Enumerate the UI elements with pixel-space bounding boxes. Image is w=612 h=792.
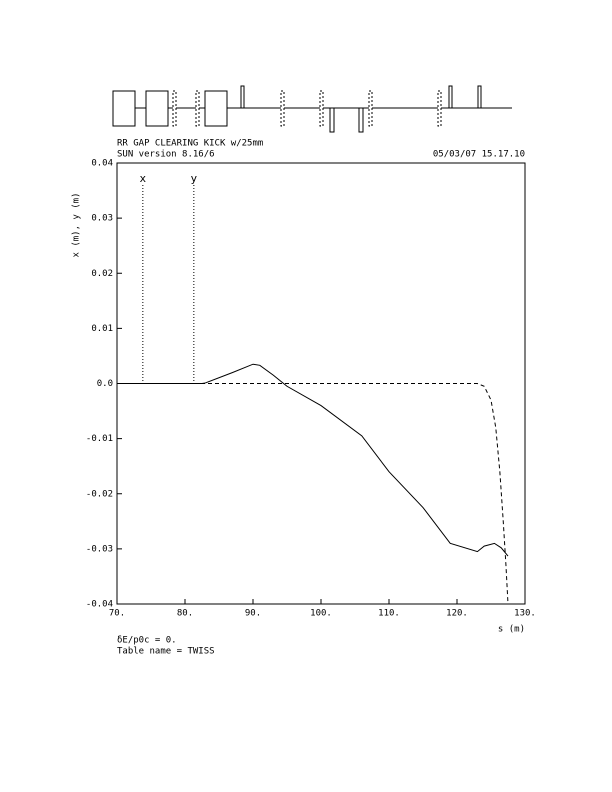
y-tick-label: -0.02: [86, 489, 113, 499]
element: [437, 90, 442, 127]
element: [172, 90, 177, 127]
y-axis-label: x (m), y (m): [72, 192, 82, 257]
element: [368, 90, 373, 127]
element: [477, 85, 482, 109]
element: [195, 90, 200, 127]
element: [358, 107, 364, 133]
y-tick-label: -0.01: [86, 434, 113, 444]
marker-label: y: [191, 172, 198, 185]
x-axis-label: s (m): [498, 625, 525, 635]
magnet: [112, 90, 136, 127]
element: [280, 90, 285, 127]
y-tick-label: -0.04: [86, 600, 113, 610]
marker-label: x: [140, 172, 147, 185]
x-tick-label: 100.: [310, 609, 332, 619]
y-tick-label: 0.02: [91, 269, 113, 279]
element: [240, 85, 245, 109]
x-tick-label: 80.: [177, 609, 193, 619]
footnote: δE/p0c = 0.: [117, 636, 177, 646]
subtitle: SUN version 8.16/6: [117, 150, 215, 160]
element: [448, 85, 453, 109]
x-tick-label: 70.: [109, 609, 125, 619]
element: [329, 107, 335, 133]
y-tick-label: 0.01: [91, 324, 113, 334]
chart-title: RR GAP CLEARING KICK w/25mm: [117, 139, 263, 149]
x-tick-label: 90.: [245, 609, 261, 619]
y-tick-label: 0.0: [97, 379, 113, 389]
lattice: [112, 85, 512, 133]
y-tick-label: -0.03: [86, 544, 113, 554]
series-line: [117, 363, 509, 557]
date: 05/03/07 15.17.10: [433, 150, 525, 160]
element: [319, 90, 324, 127]
y-tick-label: 0.03: [91, 214, 113, 224]
x-tick-label: 120.: [446, 609, 468, 619]
magnet: [204, 90, 228, 127]
x-tick-label: 110.: [378, 609, 400, 619]
x-tick-label: 130.: [514, 609, 536, 619]
series-line: [117, 383, 509, 605]
y-tick-label: 0.04: [91, 159, 113, 169]
magnet: [145, 90, 169, 127]
footnote: Table name = TWISS: [117, 647, 215, 657]
quads: [172, 90, 442, 127]
